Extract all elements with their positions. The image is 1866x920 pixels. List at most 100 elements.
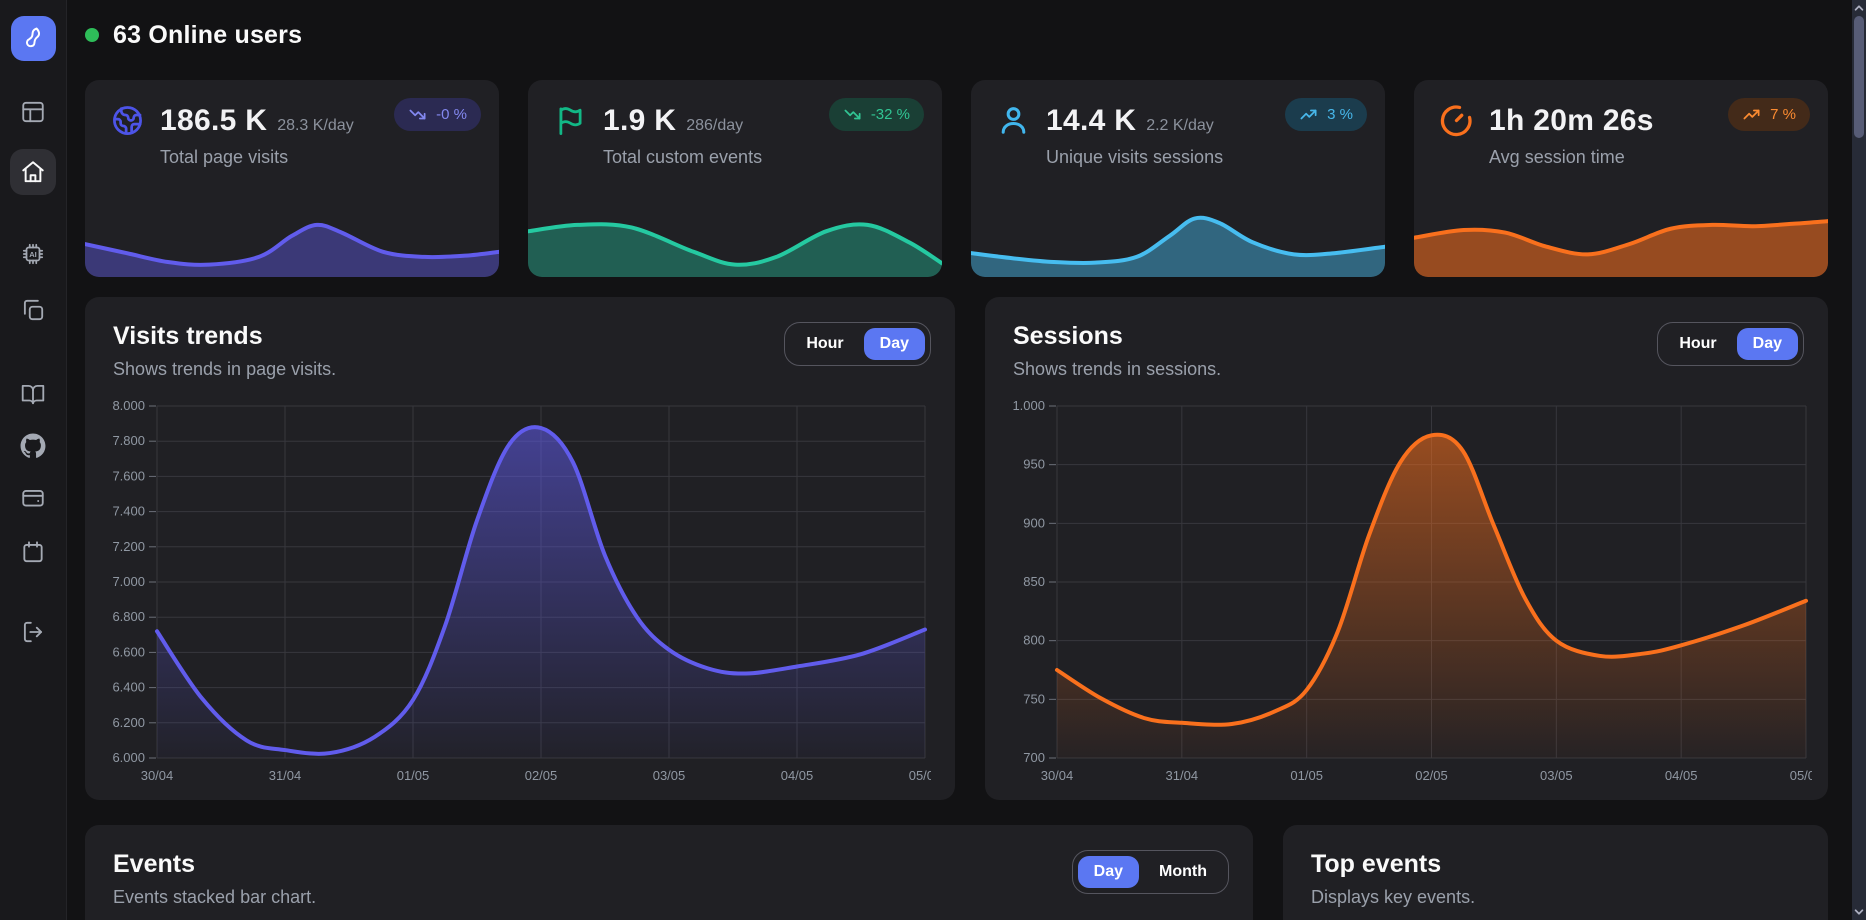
badge-value: 7 % xyxy=(1770,106,1796,123)
home-icon xyxy=(22,161,44,183)
badge-value: 3 % xyxy=(1327,106,1353,123)
toggle-day[interactable]: Day xyxy=(863,328,925,360)
stat-rate: 2.2 K/day xyxy=(1146,117,1214,134)
scrollbar-thumb[interactable] xyxy=(1854,16,1864,138)
svg-text:6.800: 6.800 xyxy=(112,609,145,624)
scroll-up-icon[interactable] xyxy=(1853,2,1865,14)
interval-toggle: Day Month xyxy=(1071,850,1229,894)
stat-value: 14.4 K xyxy=(1046,104,1137,137)
flag-icon xyxy=(554,104,587,168)
svg-text:05/05: 05/05 xyxy=(1790,768,1812,783)
top-events-card: Top events Displays key events. xyxy=(1283,825,1828,920)
scroll-down-icon[interactable] xyxy=(1853,906,1865,918)
svg-text:800: 800 xyxy=(1023,633,1045,648)
logo-swoosh-icon xyxy=(25,27,41,47)
scrollbar[interactable] xyxy=(1852,0,1866,920)
svg-text:04/05: 04/05 xyxy=(1665,768,1698,783)
svg-text:750: 750 xyxy=(1023,691,1045,706)
svg-text:900: 900 xyxy=(1023,515,1045,530)
svg-text:05/05: 05/05 xyxy=(909,768,931,783)
stat-label: Total custom events xyxy=(603,147,763,167)
svg-text:03/05: 03/05 xyxy=(1540,768,1573,783)
main-content: 63 Online users -0 % 186.5 K 28.3 K/day xyxy=(67,0,1852,920)
svg-text:850: 850 xyxy=(1023,574,1045,589)
chart-subtitle: Shows trends in sessions. xyxy=(1013,359,1222,379)
app-logo[interactable] xyxy=(10,16,56,61)
wallet-icon xyxy=(22,490,44,507)
charts-row: Visits trends Shows trends in page visit… xyxy=(85,297,1828,800)
svg-text:7.200: 7.200 xyxy=(112,539,145,554)
stat-value: 1.9 K xyxy=(603,104,677,137)
svg-text:30/04: 30/04 xyxy=(1041,768,1074,783)
chart-title: Sessions xyxy=(1013,322,1123,350)
sidebar-item-docs[interactable] xyxy=(20,381,46,407)
svg-text:03/05: 03/05 xyxy=(653,768,686,783)
ai-chip-icon: AI xyxy=(22,243,44,265)
timer-icon xyxy=(1440,104,1473,168)
toggle-hour[interactable]: Hour xyxy=(1663,328,1732,360)
copy-icon xyxy=(23,299,44,321)
calendar-icon xyxy=(23,541,43,563)
stat-value: 1h 20m 26s xyxy=(1489,104,1654,137)
svg-text:950: 950 xyxy=(1023,457,1045,472)
badge-value: -0 % xyxy=(436,106,467,123)
badge-value: -32 % xyxy=(870,106,910,123)
sidebar-item-calendar[interactable] xyxy=(20,539,46,565)
svg-text:31/04: 31/04 xyxy=(1166,768,1199,783)
trend-up-icon xyxy=(1300,109,1317,120)
stat-label: Total page visits xyxy=(160,147,289,167)
interval-toggle: Hour Day xyxy=(784,322,931,366)
svg-text:30/04: 30/04 xyxy=(141,768,174,783)
stat-rate: 28.3 K/day xyxy=(277,117,354,134)
card-title: Top events xyxy=(1311,850,1442,878)
stat-value: 186.5 K xyxy=(160,104,268,137)
book-icon xyxy=(21,384,45,405)
svg-text:8.000: 8.000 xyxy=(112,398,145,413)
card-subtitle: Displays key events. xyxy=(1311,887,1476,907)
sidebar-item-logout[interactable] xyxy=(20,619,46,645)
svg-text:6.600: 6.600 xyxy=(112,644,145,659)
user-icon xyxy=(997,104,1030,168)
sessions-card: Sessions Shows trends in sessions. Hour … xyxy=(985,297,1828,800)
online-status-dot xyxy=(85,28,99,42)
toggle-hour[interactable]: Hour xyxy=(790,328,859,360)
svg-text:7.600: 7.600 xyxy=(112,468,145,483)
svg-text:01/05: 01/05 xyxy=(1290,768,1323,783)
sidebar-item-home[interactable] xyxy=(10,149,56,195)
toggle-day[interactable]: Day xyxy=(1736,328,1798,360)
svg-text:6.200: 6.200 xyxy=(112,715,145,730)
stat-label: Avg session time xyxy=(1489,147,1625,167)
github-icon xyxy=(20,433,46,458)
toggle-day[interactable]: Day xyxy=(1077,856,1140,888)
stat-rate: 286/day xyxy=(686,117,744,134)
sidebar-item-pages[interactable] xyxy=(20,297,46,323)
sparkline-chart xyxy=(85,222,499,277)
sidebar-item-billing[interactable] xyxy=(20,485,46,511)
svg-text:31/04: 31/04 xyxy=(269,768,302,783)
stat-card-avg-session-time: 7 % 1h 20m 26s Avg session time xyxy=(1414,80,1828,277)
svg-text:7.800: 7.800 xyxy=(112,433,145,448)
online-users-header: 63 Online users xyxy=(85,18,1828,52)
svg-text:7.400: 7.400 xyxy=(112,504,145,519)
sidebar-item-github[interactable] xyxy=(20,433,46,459)
layout-icon xyxy=(22,101,44,123)
svg-text:AI: AI xyxy=(29,250,37,259)
stat-card-total-custom-events: -32 % 1.9 K 286/day Total custom events xyxy=(528,80,942,277)
stat-card-unique-visits-sessions: 3 % 14.4 K 2.2 K/day Unique visits sessi… xyxy=(971,80,1385,277)
chart-title: Visits trends xyxy=(113,322,263,350)
svg-text:6.000: 6.000 xyxy=(112,750,145,765)
stat-card-total-page-visits: -0 % 186.5 K 28.3 K/day Total page visit… xyxy=(85,80,499,277)
logout-icon xyxy=(23,621,43,643)
trend-badge: 3 % xyxy=(1285,98,1367,131)
sparkline-chart xyxy=(528,222,942,277)
toggle-month[interactable]: Month xyxy=(1143,856,1223,888)
stats-row: -0 % 186.5 K 28.3 K/day Total page visit… xyxy=(85,80,1828,277)
interval-toggle: Hour Day xyxy=(1657,322,1804,366)
sparkline-chart xyxy=(1414,219,1828,277)
sidebar-item-ai[interactable]: AI xyxy=(20,241,46,267)
events-card: Events Events stacked bar chart. Day Mon… xyxy=(85,825,1253,920)
sidebar: AI xyxy=(0,0,67,920)
trend-down-icon xyxy=(844,109,861,120)
sidebar-item-dashboard[interactable] xyxy=(20,99,46,125)
